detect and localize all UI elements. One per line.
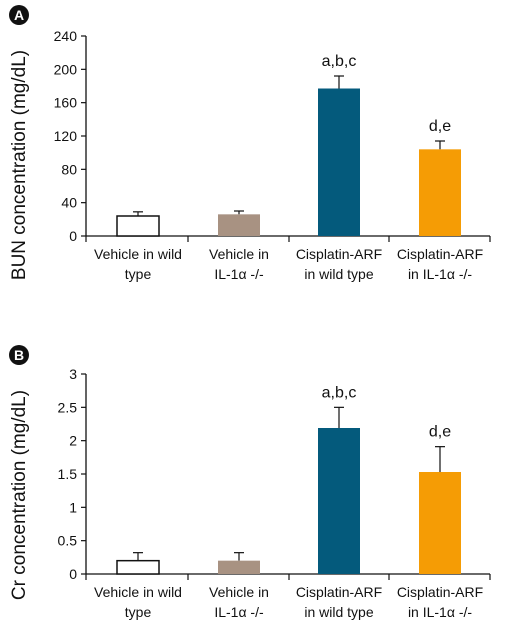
y-tick-label: 120 xyxy=(54,128,78,144)
y-tick-label: 0 xyxy=(69,566,77,582)
y-tick-label: 40 xyxy=(61,195,77,211)
x-category-label: in IL-1α -/- xyxy=(408,604,472,620)
x-category-label: Vehicle in wild xyxy=(94,246,182,262)
y-axis-ticks: 0 40 80 120 160 200 240 xyxy=(54,28,491,244)
y-tick-label: 2 xyxy=(69,433,77,449)
bar xyxy=(218,214,260,236)
x-category-label: IL-1α -/- xyxy=(214,604,264,620)
category-labels: Vehicle in wild type Vehicle in IL-1α -/- Ci… xyxy=(94,246,483,282)
bar xyxy=(419,472,461,574)
x-category-label: IL-1α -/- xyxy=(214,266,264,282)
y-axis-label: Cr concentration (mg/dL) xyxy=(9,390,30,600)
y-axis-label: BUN concentration (mg/dL) xyxy=(9,50,30,280)
x-category-label: type xyxy=(125,266,152,282)
y-tick-label: 240 xyxy=(54,28,78,44)
y-tick-label: 0.5 xyxy=(58,533,78,549)
y-tick-label: 200 xyxy=(54,61,78,77)
x-category-label: in wild type xyxy=(304,266,373,282)
y-tick-label: 1.5 xyxy=(58,466,78,482)
significance-label: d,e xyxy=(429,118,451,135)
y-tick-label: 160 xyxy=(54,95,78,111)
x-category-label: Vehicle in wild xyxy=(94,584,182,600)
x-category-label: Vehicle in xyxy=(209,246,269,262)
x-category-label: Cisplatin-ARF xyxy=(397,246,483,262)
significance-label: d,e xyxy=(429,424,451,441)
significance-label: a,b,c xyxy=(322,53,357,70)
bar xyxy=(218,560,260,574)
bar xyxy=(318,428,360,574)
x-category-label: type xyxy=(125,604,152,620)
bars: a,b,c d,e xyxy=(116,384,461,575)
y-tick-label: 0 xyxy=(69,228,77,244)
bar xyxy=(419,149,461,236)
x-category-label: in wild type xyxy=(304,604,373,620)
y-tick-label: 1 xyxy=(69,499,77,515)
panel-b-chart: B Cr concentration (mg/dL) 0 0.5 1 1.5 2 2.5 3… xyxy=(9,345,491,620)
panel-a-chart: A BUN concentration (mg/dL) 0 40 80 120 160 2… xyxy=(9,5,491,282)
y-tick-label: 80 xyxy=(61,161,77,177)
category-labels: Vehicle in wild type Vehicle in IL-1α -/- Ci… xyxy=(94,584,483,620)
x-category-label: Cisplatin-ARF xyxy=(397,584,483,600)
panel-b-label: B xyxy=(14,347,24,363)
bars: a,b,c d,e xyxy=(116,53,461,237)
y-tick-label: 3 xyxy=(69,366,77,382)
x-category-label: Cisplatin-ARF xyxy=(296,246,382,262)
bar xyxy=(116,215,160,237)
x-category-label: in IL-1α -/- xyxy=(408,266,472,282)
panel-a-badge xyxy=(9,5,29,25)
bar xyxy=(116,559,160,575)
y-tick-label: 2.5 xyxy=(58,399,78,415)
significance-label: a,b,c xyxy=(322,384,357,401)
panel-a-label: A xyxy=(14,7,24,23)
bar xyxy=(318,88,360,236)
panel-b-badge xyxy=(9,345,29,365)
x-category-label: Cisplatin-ARF xyxy=(296,584,382,600)
x-category-label: Vehicle in xyxy=(209,584,269,600)
